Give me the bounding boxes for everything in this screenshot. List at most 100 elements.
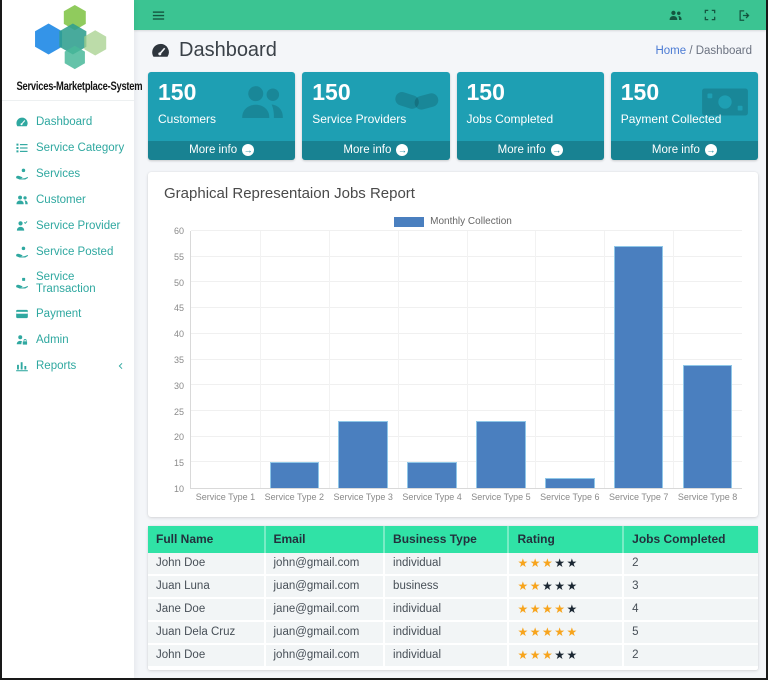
star-icon: ★ [529,648,543,662]
bar-chart[interactable]: 60 55 50 45 40 35 30 25 20 15 10 [164,226,742,494]
more-info-link[interactable]: More info → [456,141,604,160]
star-icon: ★ [542,556,555,570]
x-tick-label: Service Type 8 [677,492,738,502]
y-axis-labels: 60 55 50 45 40 35 30 25 20 15 10 [164,226,190,494]
cell-email: jane@gmail.com [264,598,386,622]
chart-plot-area [190,230,742,489]
y-tick-label: 15 [173,458,184,469]
column-header-business-type: Business Type [384,526,510,553]
y-tick-label: 50 [173,277,184,288]
cell-rating: ★★★★★ [508,644,625,668]
sidebar-item-service-category[interactable]: Service Category [2,135,134,161]
y-tick-label: 35 [173,355,184,365]
more-info-label: More info [651,144,700,156]
cell-email: john@gmail.com [264,553,386,576]
x-axis-labels: Service Type 1 Service Type 2 Service Type… [191,492,742,507]
star-icon: ★ [529,579,543,593]
sidebar-item-service-provider[interactable]: Service Provider [2,213,134,239]
breadcrumb-separator: / [689,44,696,57]
table-row: John Doe john@gmail.com individual ★★★★★ 2 [148,644,758,668]
sign-out-icon[interactable] [737,8,752,23]
page-title: Dashboard [150,39,277,62]
gridline-vertical [328,231,330,488]
star-icon: ★ [566,648,579,662]
more-info-label: More info [343,144,392,156]
bar-service-type-8 [682,364,733,488]
main-area: Dashboard Home / Dashboard 150 Customers M… [134,0,766,678]
info-box-row: 150 Customers More info → 150 Service Provide… [134,68,766,160]
sidebar-item-label: Service Posted [36,246,114,258]
sidebar-item-service-posted[interactable]: Service Posted [2,239,134,265]
table-body: John Doe john@gmail.com individual ★★★★★ 2 Ju… [148,553,758,668]
y-tick-label: 60 [173,226,184,236]
sidebar-item-payment[interactable]: Payment [2,301,134,327]
info-box-inner: 150 Customers [148,72,295,134]
chart-legend: Monthly Collection [164,216,742,227]
sidebar-divider [2,100,134,101]
tachometer-icon [15,115,29,129]
hand-usd-icon [15,167,29,181]
info-box-label: Jobs Completed [466,112,554,127]
more-info-link[interactable]: More info → [302,141,450,160]
sidebar-item-label: Services [36,168,81,180]
sidebar-item-dashboard[interactable]: Dashboard [2,109,134,135]
table-row: Juan Luna juan@gmail.com business ★★★★★ 3 [148,575,758,599]
cell-jobs-completed: 3 [623,575,758,599]
star-icon: ★ [542,602,555,616]
bar-service-type-4 [407,462,457,488]
sidebar-item-admin[interactable]: Admin [2,327,134,353]
sidebar-item-label: Payment [36,308,82,320]
sidebar-item-services[interactable]: Services [2,161,134,187]
bar-service-type-3 [338,421,388,488]
info-box-inner: 150 Payment Collected [611,72,758,134]
more-info-link[interactable]: More info → [148,141,296,160]
user-lock-icon [15,333,29,347]
more-info-link[interactable]: More info → [610,141,758,160]
cell-email: juan@gmail.com [264,575,386,599]
y-tick-label: 55 [173,251,184,262]
star-icon: ★ [542,648,555,662]
sidebar-item-label: Service Provider [36,220,121,232]
bar-service-type-2 [269,462,320,488]
chevron-left-icon [116,361,126,371]
cell-full-name: John Doe [148,553,266,576]
legend-label: Monthly Collection [430,216,512,227]
x-tick-label: Service Type 5 [471,492,531,502]
star-icon: ★ [517,602,530,616]
sidebar-item-customer[interactable]: Customer [2,187,134,213]
cell-jobs-completed: 4 [623,598,758,622]
page-title-text: Dashboard [179,39,277,61]
users-big-icon [237,77,287,132]
user-check-icon [15,219,29,233]
cell-full-name: John Doe [148,644,266,668]
more-info-label: More info [189,144,238,156]
table-row: Juan Dela Cruz juan@gmail.com individual ★★… [148,621,758,645]
info-box-inner: 150 Service Providers [302,72,449,134]
star-icon: ★ [529,556,543,570]
sidebar-item-service-transaction[interactable]: Service Transaction [2,265,134,301]
arrow-circle-right-icon: → [242,144,255,156]
content-header: Dashboard Home / Dashboard [134,30,766,68]
users-icon[interactable] [668,8,683,23]
x-tick-label: Service Type 1 [195,492,256,502]
arrow-circle-right-icon: → [550,144,563,156]
cell-jobs-completed: 2 [623,553,758,576]
star-icon: ★ [554,556,567,570]
breadcrumb-home-link[interactable]: Home [655,44,687,57]
column-header-email: Email [264,526,386,553]
star-icon: ★ [517,648,530,662]
cell-rating: ★★★★★ [508,575,625,599]
table-row: John Doe john@gmail.com individual ★★★★★ 2 [148,553,758,576]
x-tick-label: Service Type 7 [609,492,669,502]
hand-give-icon [15,276,29,290]
hamburger-icon[interactable] [151,8,166,23]
star-icon: ★ [566,579,579,593]
sidebar-item-reports[interactable]: Reports [2,353,134,379]
star-icon: ★ [517,625,530,639]
fullscreen-icon[interactable] [703,8,717,22]
cell-business-type: individual [384,644,510,668]
bar-service-type-6 [545,477,595,488]
users-icon [15,193,29,207]
info-box-value: 150 [312,79,351,105]
star-icon: ★ [554,648,567,662]
